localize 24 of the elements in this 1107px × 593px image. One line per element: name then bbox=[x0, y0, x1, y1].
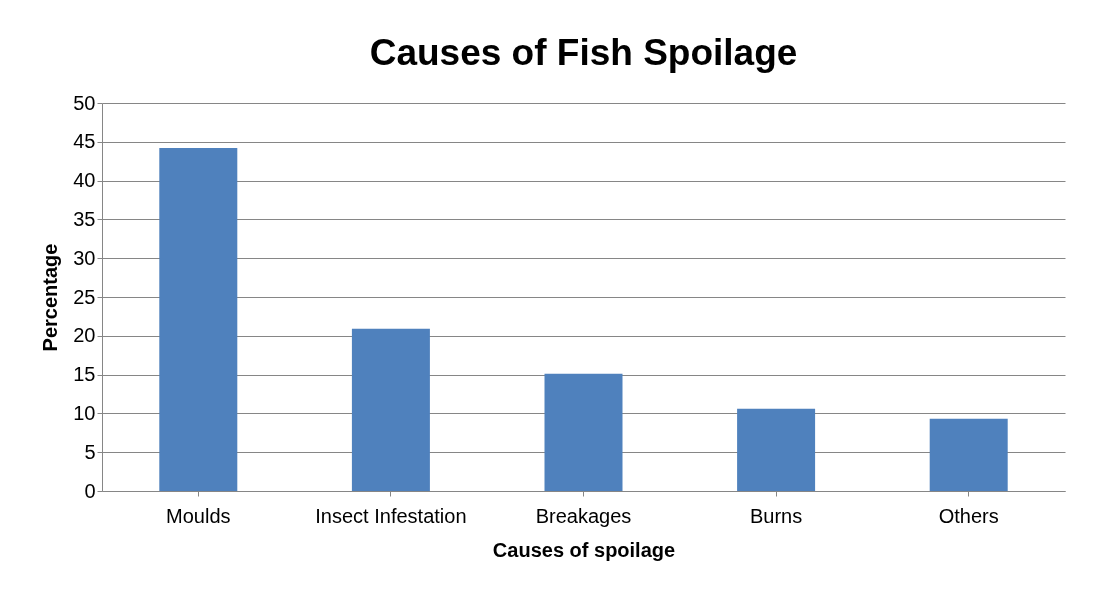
bar bbox=[737, 408, 816, 491]
y-tick-label: 25 bbox=[73, 285, 96, 308]
bar bbox=[351, 328, 430, 491]
y-tick-label: 5 bbox=[84, 440, 96, 463]
y-tick-label: 15 bbox=[73, 363, 96, 386]
y-tick-label: 10 bbox=[73, 401, 96, 424]
bar bbox=[929, 418, 1008, 491]
y-tick-label: 40 bbox=[73, 169, 96, 192]
y-tick-label: 30 bbox=[73, 246, 96, 269]
x-tick-label: Burns bbox=[749, 504, 803, 527]
y-tick-label: 20 bbox=[73, 324, 96, 347]
chart-title: Causes of Fish Spoilage bbox=[369, 32, 798, 73]
y-axis-title: Percentage bbox=[39, 243, 62, 352]
y-tick-label: 45 bbox=[73, 130, 96, 153]
x-tick-label: Others bbox=[938, 504, 999, 527]
x-tick-label: Moulds bbox=[166, 504, 231, 527]
bar bbox=[159, 148, 238, 491]
bar bbox=[544, 373, 623, 491]
y-tick-label: 35 bbox=[73, 207, 96, 230]
x-axis-title: Causes of spoilage bbox=[492, 538, 676, 561]
y-tick-label: 50 bbox=[73, 91, 96, 114]
x-tick-label: Breakages bbox=[535, 504, 632, 527]
y-tick-label: 0 bbox=[84, 479, 96, 502]
x-tick-label: Insect Infestation bbox=[315, 504, 467, 527]
